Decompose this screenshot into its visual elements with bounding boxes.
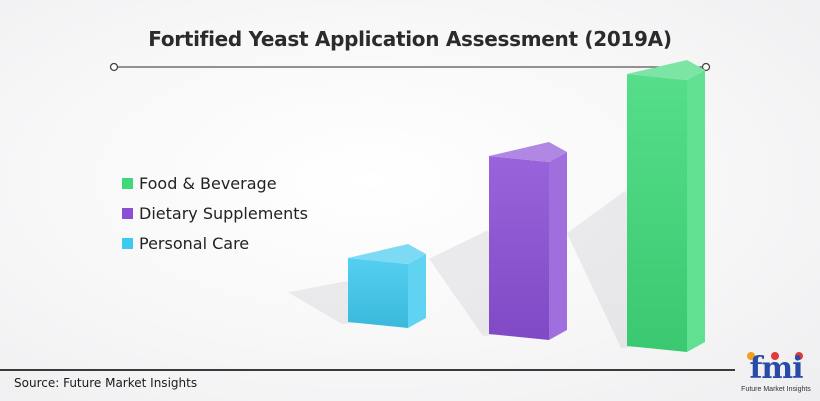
legend-swatch bbox=[122, 207, 133, 219]
bar-side bbox=[549, 152, 567, 340]
legend-item: Personal Care bbox=[122, 228, 308, 258]
bar-side bbox=[687, 70, 705, 352]
legend-label: Dietary Supplements bbox=[139, 203, 308, 223]
footer-divider bbox=[0, 369, 735, 371]
bar-top bbox=[627, 60, 705, 80]
bar-front bbox=[627, 74, 687, 352]
legend-item: Dietary Supplements bbox=[122, 198, 308, 228]
bar-food-beverage bbox=[627, 60, 705, 352]
legend-label: Food & Beverage bbox=[139, 173, 277, 193]
logo-dot-icon bbox=[771, 352, 779, 360]
bar-top bbox=[348, 244, 426, 264]
bar-front bbox=[348, 258, 408, 328]
logo-wordmark: fmi bbox=[749, 351, 803, 386]
bar-personal-care bbox=[348, 244, 426, 328]
legend-item: Food & Beverage bbox=[122, 168, 308, 198]
fmi-logo: fmi Future Market Insights bbox=[738, 352, 814, 398]
logo-subtext: Future Market Insights bbox=[741, 386, 811, 393]
legend-swatch bbox=[122, 237, 133, 249]
bar-front bbox=[489, 156, 549, 340]
bar-dietary-supplements bbox=[489, 142, 567, 340]
title-divider bbox=[109, 62, 711, 72]
source-note: Source: Future Market Insights bbox=[14, 376, 198, 390]
chart-title: Fortified Yeast Application Assessment (… bbox=[148, 27, 672, 51]
logo-dot-icon bbox=[795, 352, 803, 360]
logo-dot-icon bbox=[747, 352, 755, 360]
bar-top bbox=[489, 142, 567, 162]
legend-label: Personal Care bbox=[139, 233, 250, 253]
legend-swatch bbox=[122, 177, 133, 189]
chart-legend: Food & Beverage Dietary Supplements Person… bbox=[122, 168, 308, 258]
bar-side bbox=[408, 254, 426, 328]
